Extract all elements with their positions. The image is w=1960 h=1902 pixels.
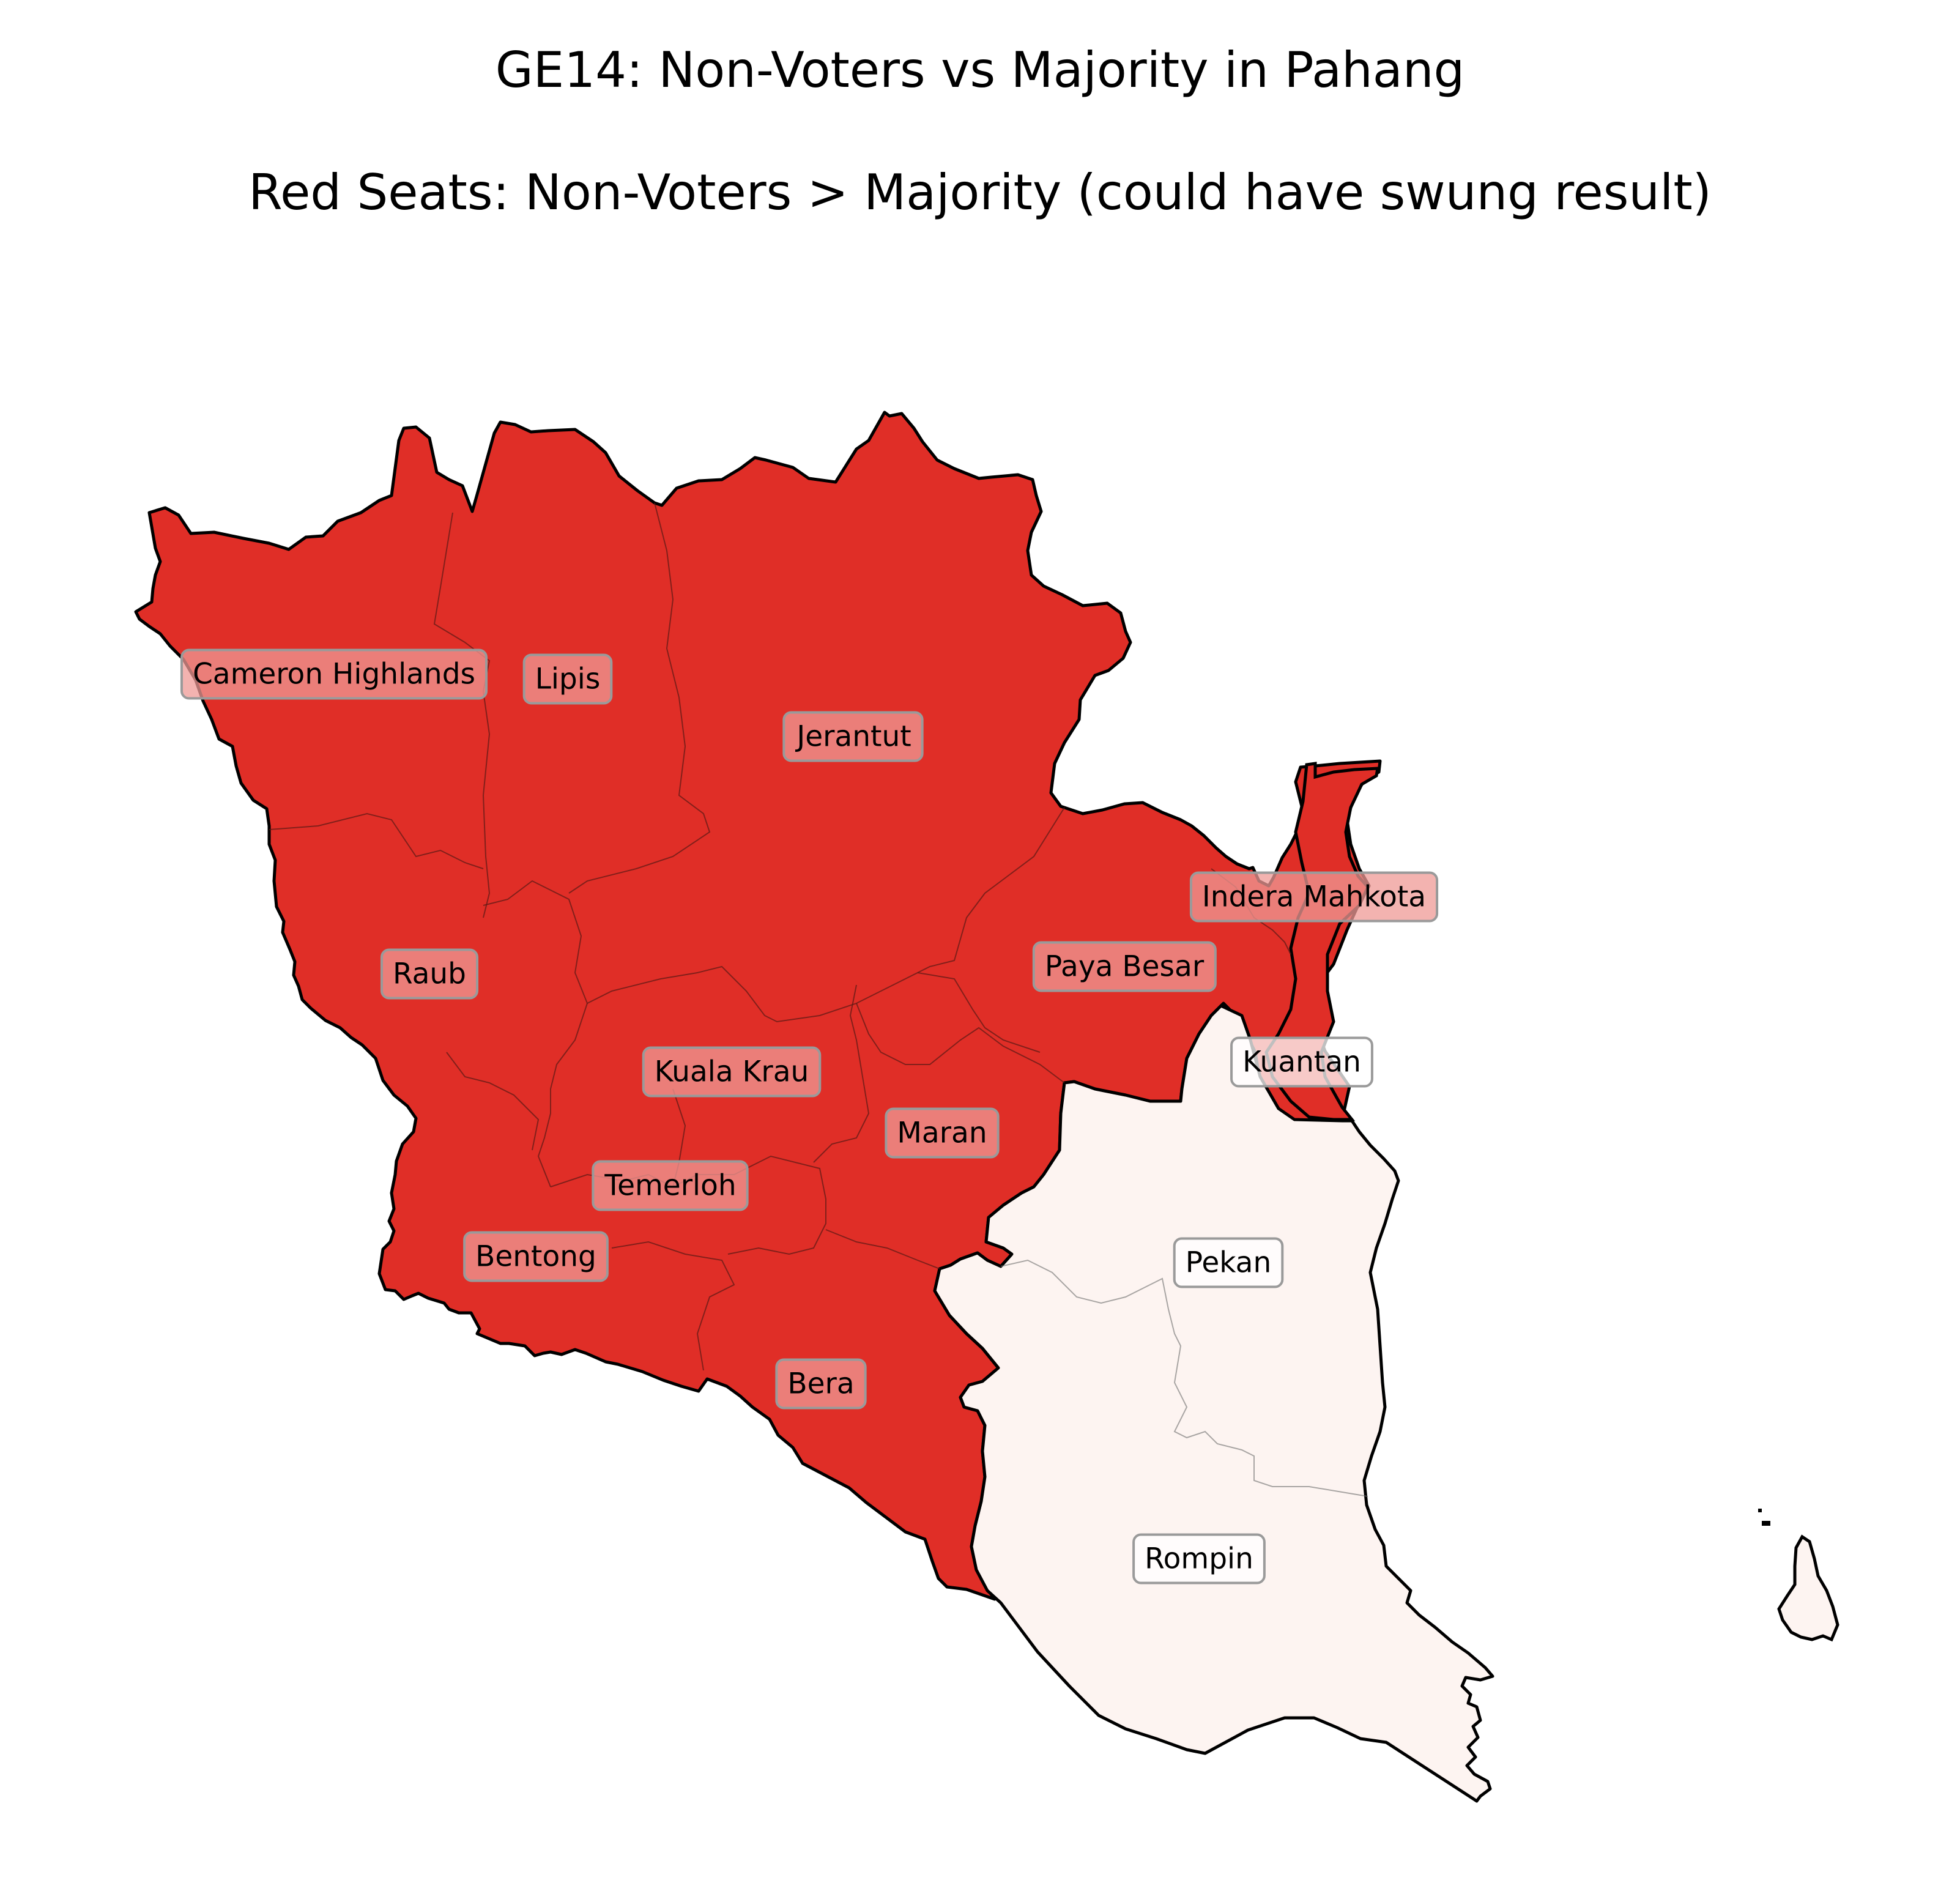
seat-labels: Cameron Highlands Lipis Jerantut Indera Mah… xyxy=(180,648,1439,1584)
constituency-boundaries xyxy=(269,502,1291,1371)
seat-label-text: Lipis xyxy=(535,663,601,696)
seat-label-rompin: Rompin xyxy=(1132,1533,1266,1584)
seat-label-box xyxy=(1032,941,1217,992)
seat-label-bera: Bera xyxy=(775,1358,867,1410)
seat-label-text: Pekan xyxy=(1186,1246,1272,1280)
seat-label-box xyxy=(885,1107,1000,1159)
seat-label-bentong: Bentong xyxy=(463,1231,609,1282)
seat-label-paya-besar: Paya Besar xyxy=(1032,941,1217,992)
seat-label-text: Indera Mahkota xyxy=(1202,880,1426,914)
seat-label-kuala-krau: Kuala Krau xyxy=(642,1046,822,1098)
seat-label-box xyxy=(775,1358,867,1410)
tioman-islet xyxy=(1762,1521,1770,1526)
seat-label-box xyxy=(180,648,488,700)
seat-label-text: Cameron Highlands xyxy=(193,658,475,691)
seat-label-text: Temerloh xyxy=(604,1169,736,1203)
seat-label-box xyxy=(782,711,924,762)
seat-label-text: Paya Besar xyxy=(1045,950,1205,984)
seat-label-text: Maran xyxy=(897,1116,987,1150)
seat-label-indera-mahkota: Indera Mahkota xyxy=(1189,871,1439,923)
map-subtitle: Red Seats: Non-Voters > Majority (could … xyxy=(248,164,1712,221)
tioman-islet xyxy=(1758,1509,1762,1512)
seat-label-kuantan: Kuantan xyxy=(1230,1036,1373,1088)
seat-label-lipis: Lipis xyxy=(522,653,613,705)
safe-seats-region xyxy=(933,1004,1494,1803)
seat-label-box xyxy=(463,1231,609,1282)
seat-label-raub: Raub xyxy=(380,948,479,1000)
seat-label-box xyxy=(642,1046,822,1098)
seat-label-maran: Maran xyxy=(885,1107,1000,1159)
tioman-island xyxy=(1777,1534,1839,1642)
seat-label-text: Jerantut xyxy=(795,720,911,754)
seat-label-temerloh: Temerloh xyxy=(592,1160,749,1211)
seat-label-box xyxy=(380,948,479,1000)
seat-label-box xyxy=(522,653,613,705)
safe-seat-boundaries xyxy=(1000,1259,1368,1497)
seat-label-text: Bentong xyxy=(475,1240,596,1274)
seat-label-text: Raub xyxy=(393,957,466,991)
map-title: GE14: Non-Voters vs Majority in Pahang xyxy=(495,42,1465,98)
seat-label-pekan: Pekan xyxy=(1173,1237,1284,1288)
seat-label-text: Bera xyxy=(787,1367,854,1401)
seat-label-text: Rompin xyxy=(1145,1542,1253,1576)
seat-label-box xyxy=(1230,1036,1373,1088)
seat-label-cameron-highlands: Cameron Highlands xyxy=(180,648,488,700)
seat-label-text: Kuala Krau xyxy=(655,1055,809,1089)
seat-label-box xyxy=(1189,871,1439,923)
seat-label-box xyxy=(1132,1533,1266,1584)
seat-label-text: Kuantan xyxy=(1242,1046,1361,1079)
seat-label-box xyxy=(592,1160,749,1211)
seat-label-jerantut: Jerantut xyxy=(782,711,924,762)
seat-label-box xyxy=(1173,1237,1284,1288)
